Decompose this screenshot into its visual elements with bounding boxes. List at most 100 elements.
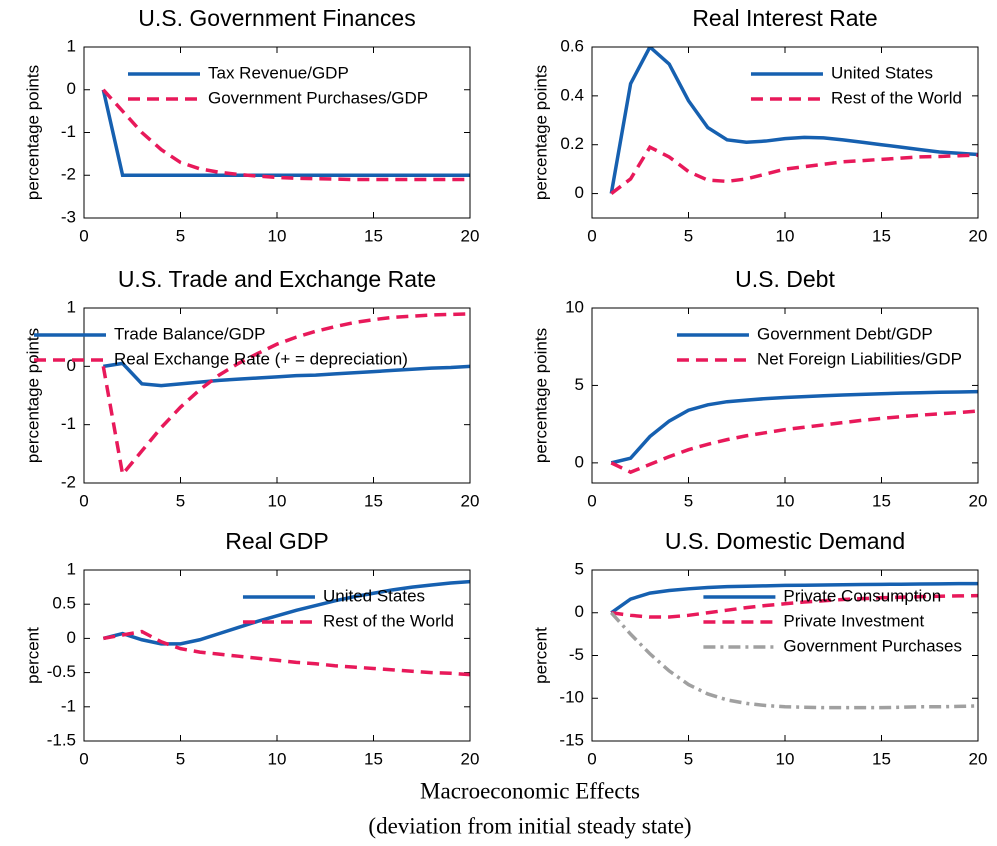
x-tick-label: 10 xyxy=(776,491,795,510)
y-axis-label: percentage points xyxy=(23,65,42,200)
y-tick-label: -1 xyxy=(61,122,76,141)
chart-title: Real GDP xyxy=(225,528,329,554)
x-tick-label: 20 xyxy=(969,749,988,768)
x-tick-label: 0 xyxy=(587,749,596,768)
y-tick-label: -1 xyxy=(61,696,76,715)
axes-frame xyxy=(591,46,979,219)
y-axis-label: percentage points xyxy=(23,328,42,463)
y-tick-label: -2 xyxy=(61,472,76,491)
y-tick-label: 0 xyxy=(67,79,76,98)
legend: Government Debt/GDP Net Foreign Liabiliti… xyxy=(676,324,962,368)
y-tick-label: 5 xyxy=(575,375,584,394)
axes-frame xyxy=(83,46,471,219)
y-tick-label: -0.5 xyxy=(47,662,76,681)
x-tick-label: 15 xyxy=(872,749,891,768)
x-tick-label: 20 xyxy=(461,749,480,768)
y-tick-label: 1 xyxy=(67,36,76,55)
chart-title: U.S. Trade and Exchange Rate xyxy=(118,266,436,292)
legend-label: Private Consumption xyxy=(783,586,941,605)
x-tick-label: 0 xyxy=(587,491,596,510)
y-tick-label: 0 xyxy=(575,602,584,621)
legend: United States Rest of the World xyxy=(750,63,962,107)
x-tick-label: 5 xyxy=(176,749,185,768)
data-line xyxy=(101,312,470,479)
x-tick-label: 10 xyxy=(776,749,795,768)
data-line xyxy=(102,88,470,182)
x-tick-label: 0 xyxy=(79,491,88,510)
panel: U.S. Debt percentage points 0 5 10 0 5 10 15 20 Go… xyxy=(531,266,987,510)
y-tick-label: 0 xyxy=(67,628,76,647)
y-tick-label: 0.6 xyxy=(560,36,584,55)
legend: Trade Balance/GDP Real Exchange Rate (+ =… xyxy=(34,324,408,368)
legend-label: Government Purchases/GDP xyxy=(208,88,428,107)
y-tick-label: -1.5 xyxy=(47,730,76,749)
axes-frame xyxy=(591,307,979,484)
y-tick-label: 0 xyxy=(575,183,584,202)
y-tick-label: -10 xyxy=(559,688,584,707)
y-axis-label: percentage points xyxy=(531,65,550,200)
data-line xyxy=(610,144,978,195)
x-tick-label: 5 xyxy=(176,491,185,510)
y-tick-label: -3 xyxy=(61,207,76,226)
legend-label: United States xyxy=(831,63,933,82)
x-tick-label: 10 xyxy=(268,226,287,245)
data-line xyxy=(103,361,470,388)
data-line xyxy=(102,629,470,677)
y-tick-label: 10 xyxy=(565,297,584,316)
x-tick-label: 15 xyxy=(364,749,383,768)
x-tick-label: 20 xyxy=(969,491,988,510)
y-tick-label: 0.5 xyxy=(52,594,76,613)
chart-title: U.S. Government Finances xyxy=(138,5,415,31)
x-tick-label: 5 xyxy=(684,491,693,510)
data-line xyxy=(611,593,978,619)
y-axis-label: percent xyxy=(531,627,550,684)
data-line xyxy=(610,409,978,475)
y-tick-label: 1 xyxy=(67,297,76,316)
x-tick-label: 20 xyxy=(461,226,480,245)
x-tick-label: 10 xyxy=(776,226,795,245)
y-tick-label: 0.2 xyxy=(560,134,584,153)
x-tick-label: 0 xyxy=(587,226,596,245)
x-tick-label: 5 xyxy=(176,226,185,245)
y-tick-label: 5 xyxy=(575,559,584,578)
legend-label: Private Investment xyxy=(783,611,924,630)
chart-title: U.S. Domestic Demand xyxy=(665,528,905,554)
panel: U.S. Trade and Exchange Rate percentage p… xyxy=(23,266,479,510)
y-tick-label: 0 xyxy=(67,356,76,375)
x-tick-label: 15 xyxy=(872,491,891,510)
legend: Private Consumption Private Investment Gov… xyxy=(703,586,962,655)
y-tick-label: -5 xyxy=(569,645,584,664)
chart-title: Real Interest Rate xyxy=(692,5,877,31)
data-line xyxy=(610,581,978,615)
legend-label: Rest of the World xyxy=(323,611,454,630)
legend-label: Government Debt/GDP xyxy=(757,324,933,343)
data-line xyxy=(610,611,978,710)
legend: Tax Revenue/GDP Government Purchases/GDP xyxy=(128,63,428,107)
y-tick-label: -15 xyxy=(559,730,584,749)
caption-title: Macroeconomic Effects xyxy=(420,778,640,803)
x-tick-label: 20 xyxy=(461,491,480,510)
y-axis-label: percent xyxy=(23,627,42,684)
legend-label: Real Exchange Rate (+ = depreciation) xyxy=(114,349,408,368)
legend-label: Trade Balance/GDP xyxy=(114,324,266,343)
x-tick-label: 5 xyxy=(684,226,693,245)
panel: U.S. Government Finances percentage point… xyxy=(23,5,479,245)
y-tick-label: 1 xyxy=(67,559,76,578)
x-tick-label: 0 xyxy=(79,226,88,245)
axes-frame xyxy=(83,569,471,742)
panel: U.S. Domestic Demand percent -15 -10 -5 0 5 0 5 1… xyxy=(531,528,987,768)
data-line xyxy=(101,89,470,177)
x-tick-label: 10 xyxy=(268,491,287,510)
x-tick-label: 0 xyxy=(79,749,88,768)
x-tick-label: 10 xyxy=(268,749,287,768)
x-tick-label: 15 xyxy=(872,226,891,245)
y-tick-label: 0.4 xyxy=(560,85,584,104)
axes-frame xyxy=(83,307,471,484)
axes-frame xyxy=(591,569,979,742)
data-line xyxy=(610,389,978,465)
x-tick-label: 20 xyxy=(969,226,988,245)
data-line xyxy=(609,47,978,194)
caption-subtitle: (deviation from initial steady state) xyxy=(368,813,691,838)
x-tick-label: 15 xyxy=(364,226,383,245)
